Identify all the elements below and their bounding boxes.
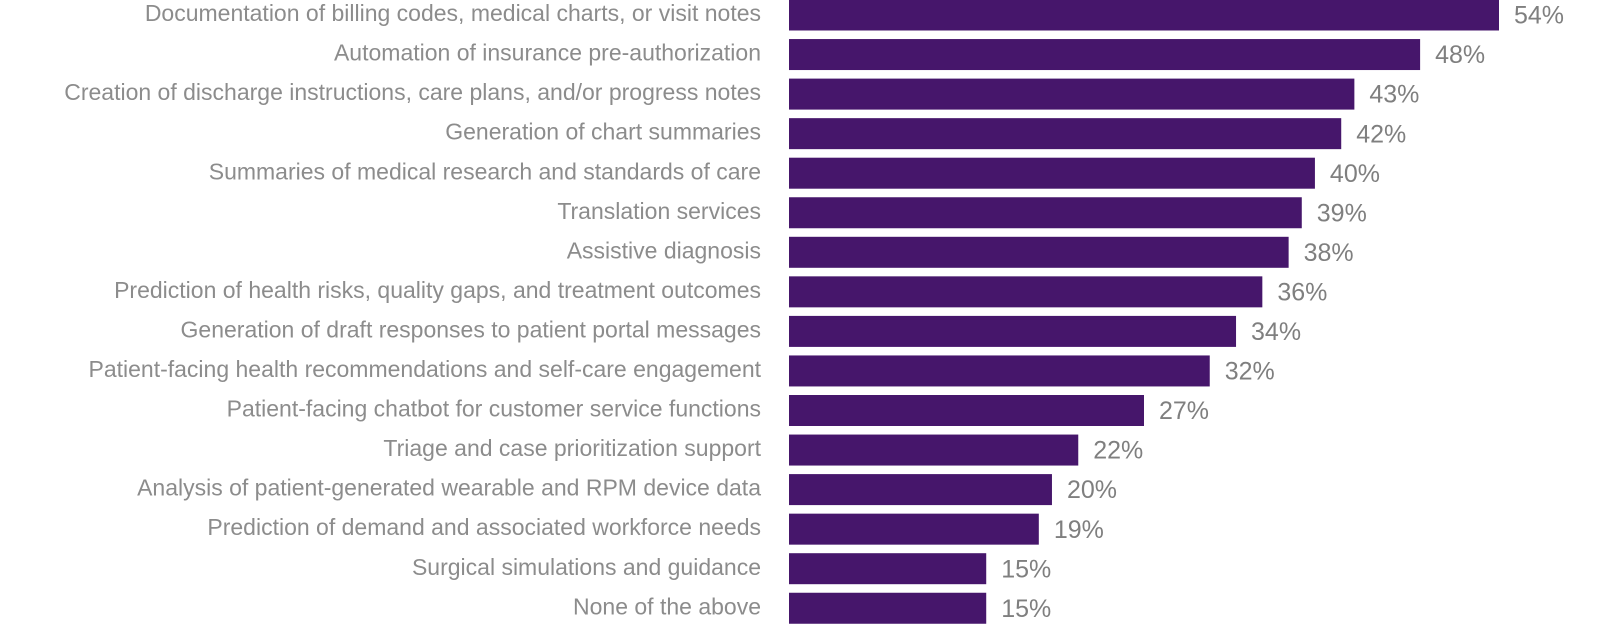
bar [789,118,1342,150]
bar [789,236,1289,268]
bar [789,78,1355,110]
value-label: 42% [1356,120,1406,148]
value-label: 43% [1369,81,1419,109]
bar [789,157,1315,189]
category-label: Patient-facing chatbot for customer serv… [227,396,761,422]
category-label: Prediction of health risks, quality gaps… [114,277,761,303]
category-label: Analysis of patient-generated wearable a… [137,475,761,501]
bar [789,315,1237,347]
category-label: Automation of insurance pre-authorizatio… [334,40,761,66]
value-label: 22% [1093,437,1143,465]
value-label: 39% [1317,199,1367,227]
value-label: 40% [1330,160,1380,188]
category-label: Generation of draft responses to patient… [181,316,761,342]
value-label: 19% [1054,516,1104,544]
category-label: Surgical simulations and guidance [412,554,761,580]
value-label: 36% [1277,278,1327,306]
category-label: Summaries of medical research and standa… [209,158,761,184]
value-label: 34% [1251,318,1301,346]
bar [789,197,1302,229]
category-label: Triage and case prioritization support [383,435,761,461]
bar [789,0,1499,31]
value-label: 48% [1435,41,1485,69]
category-label: Translation services [557,198,761,224]
category-label: Patient-facing health recommendations an… [88,356,761,382]
value-label: 15% [1001,555,1051,583]
bar [789,474,1052,506]
bar [789,276,1263,308]
value-label: 15% [1001,595,1051,623]
category-label: Generation of chart summaries [445,119,761,145]
bar [789,513,1039,545]
bar [789,592,987,624]
category-label: Creation of discharge instructions, care… [64,79,761,105]
value-label: 20% [1067,476,1117,504]
value-label: 54% [1514,2,1564,30]
bar [789,434,1079,466]
bar [789,39,1421,71]
value-label: 27% [1159,397,1209,425]
category-label: None of the above [573,593,761,619]
category-label: Assistive diagnosis [567,237,761,263]
bar [789,355,1210,387]
value-label: 38% [1304,239,1354,267]
bar [789,553,987,585]
category-label: Prediction of demand and associated work… [207,514,761,540]
bar [789,395,1144,426]
value-label: 32% [1225,358,1275,386]
category-label: Documentation of billing codes, medical … [145,0,761,26]
